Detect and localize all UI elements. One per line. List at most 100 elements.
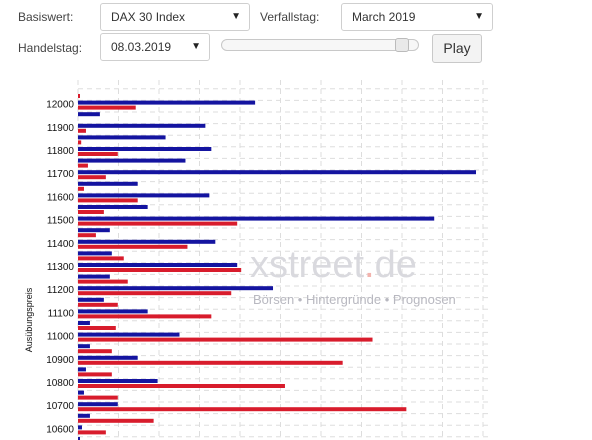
- bar-blue-10750: [78, 390, 84, 395]
- watermark-logo: xstreet.de: [250, 244, 417, 286]
- bar-red-12050: [78, 94, 80, 98]
- y-tick-label: 11400: [47, 239, 75, 250]
- handelstag-select[interactable]: 08.03.2019 ▼: [100, 33, 210, 61]
- bar-blue-11850: [78, 135, 166, 140]
- bar-red-11900: [78, 128, 86, 133]
- bar-blue-11800: [78, 147, 212, 151]
- bar-blue-11950: [78, 112, 100, 117]
- bar-red-10700: [78, 407, 407, 412]
- bar-red-10900: [78, 360, 343, 365]
- watermark-logo-part: xstreet: [250, 244, 364, 286]
- y-tick-label: 10600: [46, 424, 74, 435]
- bar-red-10800: [78, 384, 285, 388]
- y-tick-label: 11900: [47, 123, 75, 134]
- bar-red-11050: [78, 326, 116, 330]
- verfallstag-value: March 2019: [352, 10, 416, 24]
- bar-blue-11650: [78, 181, 138, 186]
- bar-red-11350: [78, 256, 124, 261]
- bar-red-11750: [78, 163, 88, 168]
- basiswert-label: Basiswert:: [18, 10, 74, 24]
- watermark-logo-tld: de: [375, 244, 417, 286]
- bar-red-11450: [78, 233, 96, 238]
- bar-blue-11550: [78, 205, 148, 209]
- bar-blue-11700: [78, 170, 476, 175]
- bar-blue-11750: [78, 158, 186, 163]
- bar-red-12000: [78, 105, 136, 110]
- bar-blue-11250: [78, 274, 110, 279]
- play-button[interactable]: Play: [432, 34, 482, 63]
- watermark-tagline: Börsen • Hintergründe • Prognosen: [253, 292, 456, 307]
- bar-red-11700: [78, 175, 106, 180]
- bar-blue-11350: [78, 251, 112, 256]
- y-tick-label: 11500: [47, 216, 75, 227]
- bar-red-11650: [78, 186, 84, 191]
- bar-blue-11050: [78, 321, 90, 325]
- y-tick-label: 11800: [47, 146, 75, 157]
- bar-red-10650: [78, 418, 154, 423]
- y-tick-label: 11100: [48, 308, 75, 319]
- verfallstag-label: Verfallstag:: [260, 10, 320, 24]
- bar-blue-10550: [78, 437, 80, 440]
- chart-grid: [77, 80, 490, 440]
- y-tick-label: 11000: [47, 332, 75, 343]
- bar-blue-11450: [78, 228, 110, 233]
- y-tick-label: 10900: [46, 355, 74, 366]
- handelstag-value: 08.03.2019: [111, 40, 172, 54]
- bar-red-11500: [78, 221, 238, 226]
- bar-blue-11100: [78, 309, 148, 314]
- bar-blue-12000: [78, 100, 256, 105]
- bar-blue-10800: [78, 379, 158, 383]
- bar-blue-10950: [78, 344, 90, 349]
- chevron-down-icon: ▼: [191, 41, 201, 52]
- trading-day-slider[interactable]: [221, 38, 419, 52]
- bar-blue-11200: [78, 286, 274, 291]
- bar-red-10750: [78, 395, 118, 400]
- verfallstag-select[interactable]: March 2019 ▼: [341, 3, 493, 31]
- bar-red-11300: [78, 268, 242, 272]
- basiswert-select[interactable]: DAX 30 Index ▼: [100, 3, 250, 31]
- y-tick-label: 10800: [46, 378, 74, 389]
- bar-red-11400: [78, 244, 188, 249]
- bar-blue-10700: [78, 402, 118, 407]
- bar-blue-11300: [78, 263, 238, 267]
- y-tick-label: 11600: [47, 192, 75, 203]
- bar-blue-10900: [78, 355, 138, 360]
- bar-blue-11400: [78, 239, 216, 244]
- bar-series: [78, 94, 476, 440]
- watermark-logo-dot: .: [364, 244, 375, 286]
- bar-red-10850: [78, 372, 112, 377]
- basiswert-value: DAX 30 Index: [111, 10, 186, 24]
- y-axis-ticks: 12000 11900 11800 11700 11600 11500 11400 11300…: [46, 100, 74, 436]
- y-tick-label: 11200: [47, 285, 75, 296]
- bar-red-11550: [78, 210, 104, 214]
- bar-blue-11500: [78, 216, 435, 221]
- bar-red-11150: [78, 302, 118, 307]
- chevron-down-icon: ▼: [474, 11, 484, 22]
- bar-red-11000: [78, 337, 373, 342]
- bar-blue-11150: [78, 297, 104, 302]
- bar-blue-10850: [78, 367, 86, 372]
- bar-red-11200: [78, 291, 232, 296]
- bar-blue-10600: [78, 425, 82, 430]
- bar-blue-11000: [78, 332, 180, 337]
- y-tick-label: 10700: [46, 401, 74, 412]
- bar-red-10950: [78, 349, 112, 354]
- y-axis-label: Ausübungspreis: [24, 287, 34, 352]
- watermark: xstreet.de Börsen • Hintergründe • Progn…: [250, 244, 456, 307]
- handelstag-label: Handelstag:: [18, 41, 83, 55]
- bar-blue-10650: [78, 413, 90, 418]
- y-tick-label: 12000: [46, 100, 74, 111]
- chevron-down-icon: ▼: [231, 11, 241, 22]
- bar-blue-11600: [78, 193, 210, 198]
- bar-red-11600: [78, 198, 138, 203]
- bar-red-11250: [78, 279, 128, 284]
- y-tick-label: 11300: [47, 262, 75, 273]
- y-tick-label: 11700: [47, 169, 75, 180]
- slider-handle[interactable]: [394, 38, 409, 52]
- bar-red-11100: [78, 314, 212, 319]
- open-interest-chart: xstreet.de Börsen • Hintergründe • Progn…: [24, 80, 490, 440]
- bar-blue-11900: [78, 123, 206, 128]
- bar-red-11800: [78, 152, 118, 156]
- bar-red-11850: [78, 140, 82, 145]
- bar-red-10600: [78, 430, 106, 435]
